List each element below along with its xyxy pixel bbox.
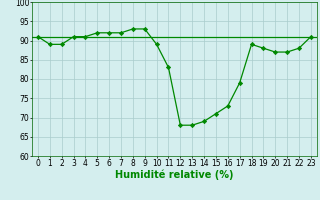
X-axis label: Humidité relative (%): Humidité relative (%) (115, 169, 234, 180)
